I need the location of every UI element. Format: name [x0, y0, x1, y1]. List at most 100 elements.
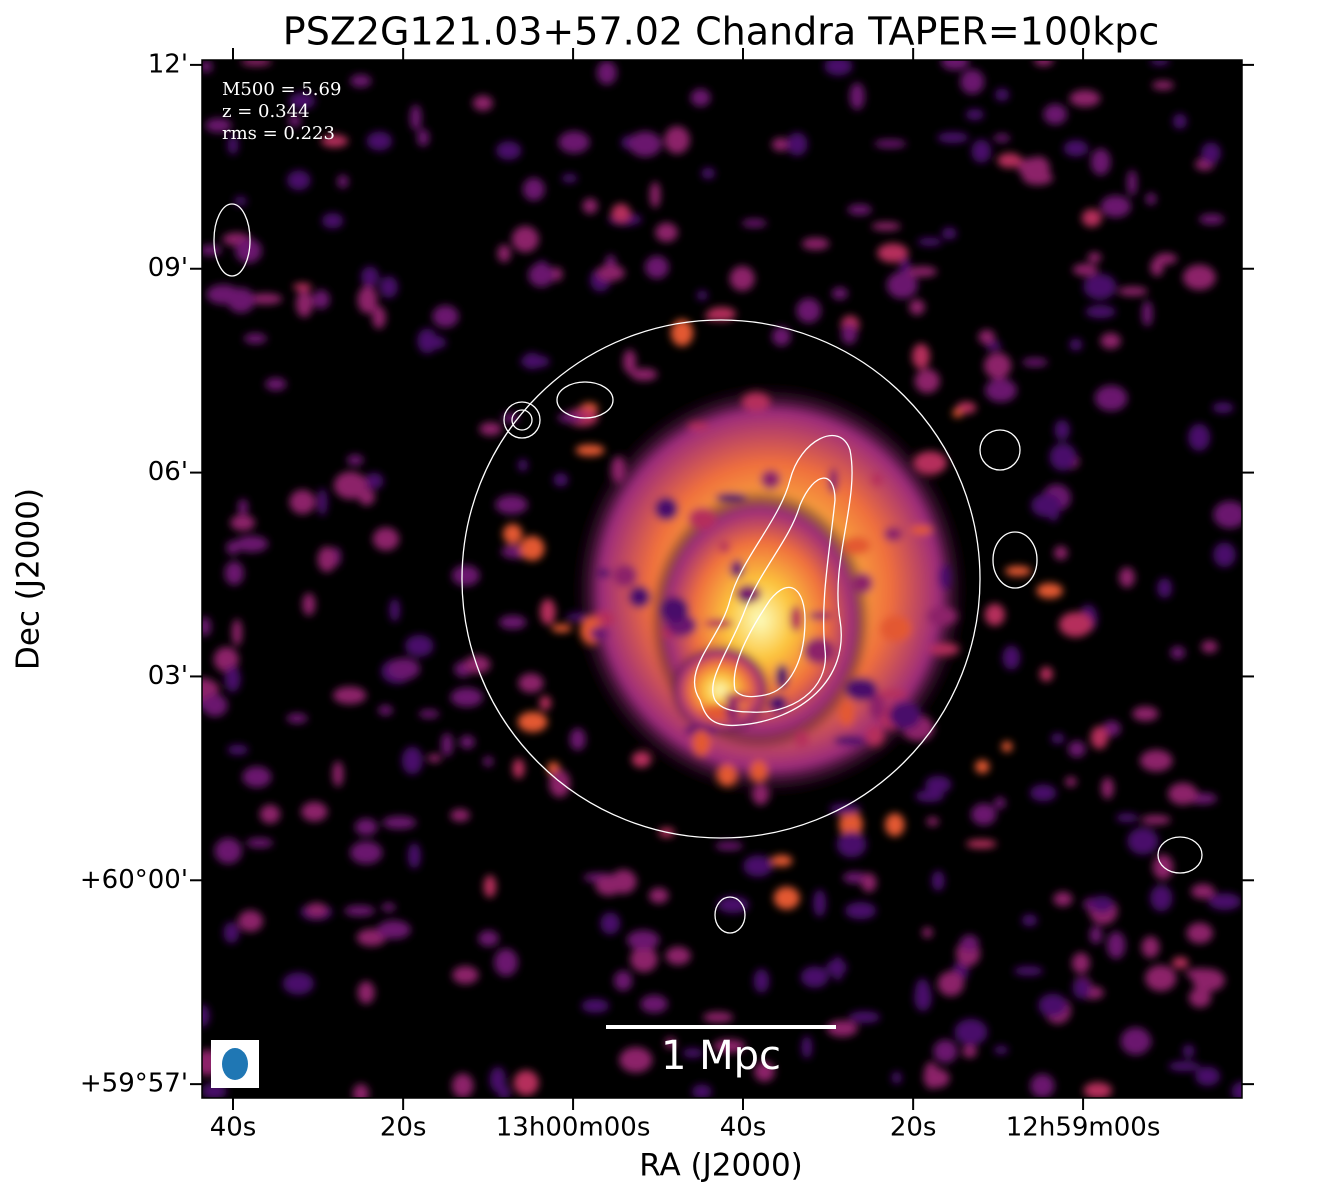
emission-blob [842, 536, 871, 555]
emission-blob [575, 444, 605, 457]
y-axis-label: Dec (J2000) [11, 488, 47, 670]
emission-blob [925, 775, 952, 794]
emission-blob [364, 472, 384, 490]
emission-blob [223, 921, 240, 944]
y-tick-label: +60°00' [80, 865, 188, 895]
annotation: z = 0.344 [222, 101, 310, 122]
emission [202, 60, 1242, 1098]
emission-blob [786, 132, 808, 156]
emission-blob [1069, 338, 1083, 351]
emission-blob [848, 1011, 881, 1024]
emission-blob [692, 730, 711, 757]
emission-blob [1081, 209, 1102, 227]
emission-blob [202, 694, 228, 717]
emission-blob [312, 289, 330, 310]
emission-blob [1145, 192, 1157, 206]
emission-blob [1212, 402, 1234, 414]
emission-blob [808, 611, 833, 620]
emission-blob [1119, 567, 1135, 588]
emission-blob [553, 473, 569, 487]
emission-blob [489, 1066, 506, 1093]
emission-blob [495, 495, 528, 515]
emission-blob [915, 790, 944, 803]
emission-blob [450, 808, 470, 822]
emission-blob [1170, 646, 1186, 660]
emission-blob [962, 1045, 978, 1058]
x-tick-label: 40s [720, 1113, 767, 1143]
emission-blob [704, 618, 734, 628]
y-tick-label: 03' [148, 661, 188, 691]
beam [222, 1048, 248, 1080]
emission-blob [741, 392, 771, 412]
emission-blob [1168, 1061, 1201, 1072]
emission-blob [770, 854, 793, 867]
emission-blob [288, 114, 302, 127]
emission-blob [333, 471, 368, 500]
emission-blob [868, 693, 886, 720]
emission-blob [242, 766, 272, 788]
emission-blob [941, 60, 970, 71]
emission-blob [1063, 140, 1089, 157]
emission-blob [619, 1047, 653, 1073]
emission-blob [401, 746, 423, 775]
emission-blob [1049, 443, 1077, 471]
emission-blob [842, 871, 868, 884]
emission-blob [1168, 782, 1198, 805]
emission-blob [517, 458, 528, 472]
emission-blob [539, 695, 552, 711]
emission-blob [1201, 640, 1218, 653]
emission-blob [1072, 977, 1091, 999]
emission-blob [344, 905, 376, 917]
emission-blob [984, 603, 1005, 626]
emission-blob [259, 804, 281, 824]
x-tick-label: 12h59m00s [1006, 1113, 1161, 1143]
emission-blob [649, 887, 669, 904]
emission-blob [883, 527, 903, 542]
emission-blob [1050, 733, 1065, 744]
emission-blob [202, 1004, 210, 1028]
emission-blob [630, 946, 658, 973]
emission-blob [513, 1070, 539, 1096]
emission-blob [528, 263, 555, 288]
emission-blob [1033, 60, 1054, 67]
emission-blob [971, 139, 992, 163]
emission-blob [321, 212, 344, 229]
emission-blob [346, 454, 364, 466]
emission-blob [561, 173, 578, 183]
emission-blob [231, 618, 243, 647]
emission-blob [227, 135, 239, 155]
emission-blob [754, 1061, 775, 1082]
emission-blob [743, 855, 773, 877]
emission-blob [1085, 305, 1116, 319]
emission-blob [366, 131, 393, 151]
emission-blob [1002, 645, 1021, 670]
emission-blob [582, 198, 598, 214]
emission-blob [237, 910, 264, 932]
x-tick-label: 40s [210, 1113, 257, 1143]
emission-blob [590, 626, 609, 641]
emission-blob [214, 837, 242, 864]
emission-blob [407, 842, 421, 869]
emission-blob [1001, 741, 1013, 752]
emission-blob [569, 728, 586, 751]
emission-blob [246, 837, 274, 848]
emission-blob [451, 565, 480, 586]
emission-blob [626, 930, 660, 950]
emission-blob [931, 870, 945, 891]
emission-blob [1201, 142, 1221, 164]
emission-blob [360, 266, 379, 288]
emission-blob [841, 323, 858, 345]
emission-blob [628, 131, 662, 157]
emission-blob [1022, 170, 1054, 185]
emission-blob [937, 132, 969, 144]
emission-blob [483, 875, 497, 898]
emission-blob [1154, 253, 1178, 265]
emission-blob [522, 177, 545, 201]
emission-blob [389, 598, 401, 622]
emission-blob [847, 204, 872, 216]
emission-blob [483, 756, 494, 767]
emission-blob [891, 1071, 902, 1084]
emission-blob [664, 126, 690, 154]
emission-blob [1127, 1035, 1152, 1049]
emission-blob [497, 244, 511, 263]
